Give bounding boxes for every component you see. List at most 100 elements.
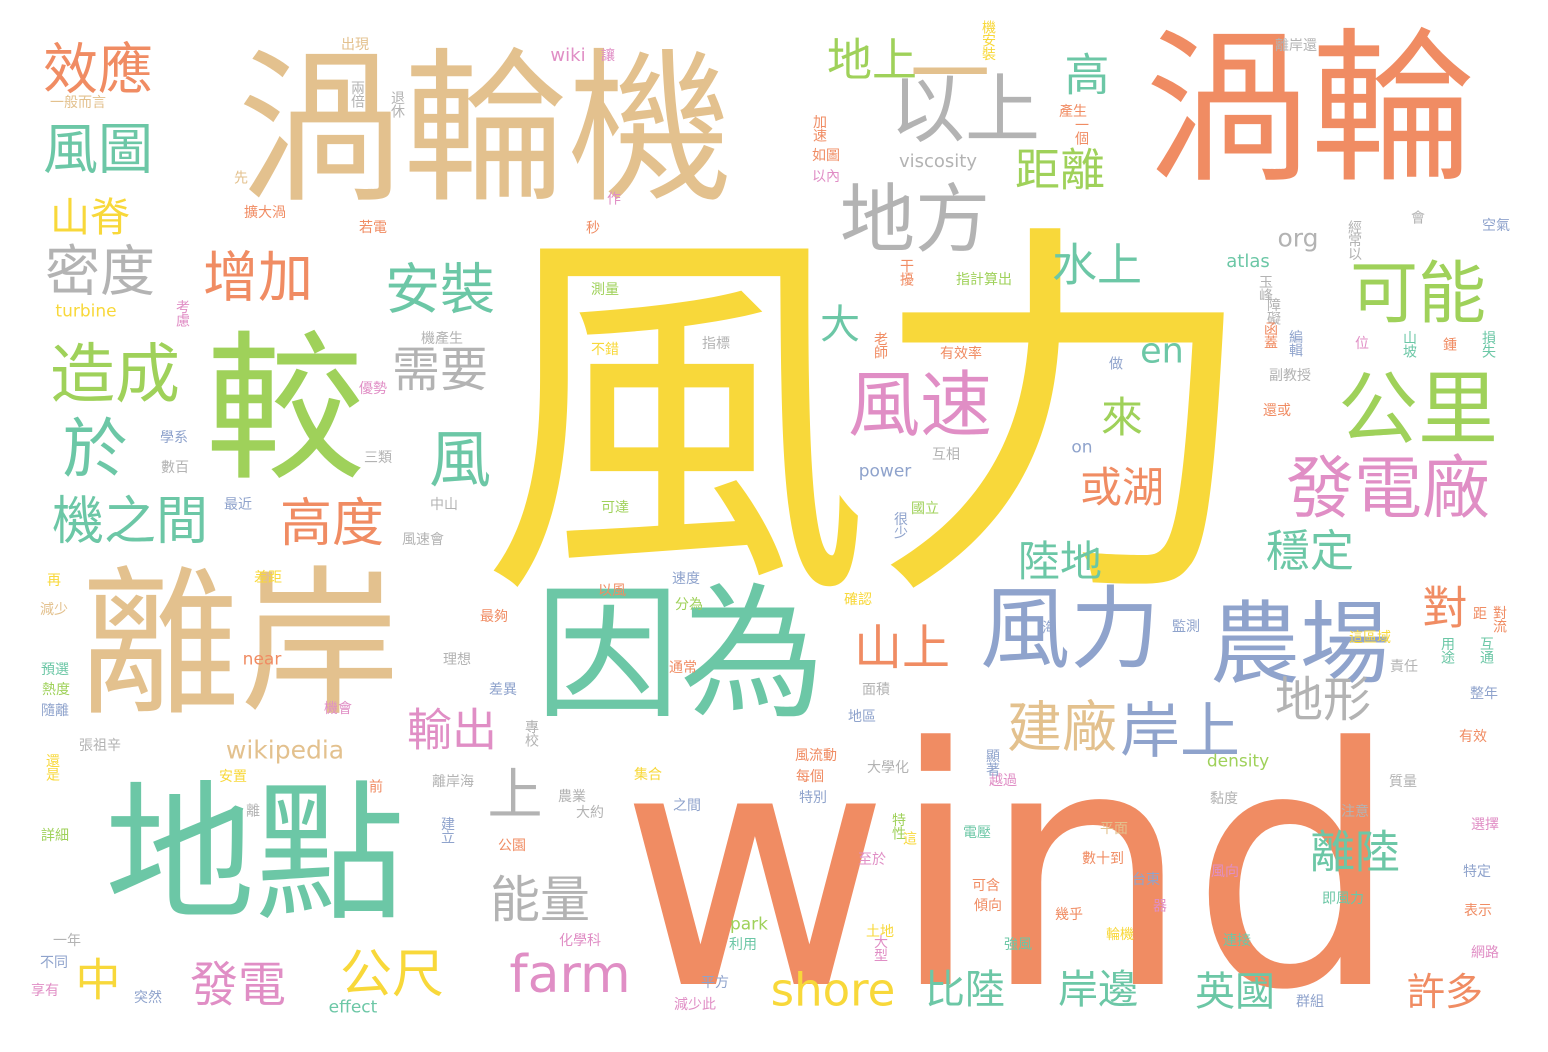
- word-103: 很少: [892, 511, 908, 539]
- word-43: 輸出: [406, 703, 498, 757]
- word-93: 學系: [160, 430, 188, 446]
- word-176: 有效: [1459, 729, 1487, 745]
- word-196: 空氣: [1482, 218, 1510, 234]
- word-164: 強風: [1004, 937, 1032, 953]
- word-42: 建廠: [1006, 695, 1118, 760]
- word-24: 於: [62, 412, 128, 488]
- word-111: 理想: [443, 652, 471, 668]
- word-86: 機產生: [421, 331, 463, 347]
- word-124: 前: [367, 779, 383, 793]
- word-127: 大約: [576, 805, 604, 821]
- word-117: 機會: [324, 701, 352, 717]
- word-112: 通常: [669, 660, 697, 676]
- word-94: 三類: [364, 450, 392, 466]
- word-17: 造成: [49, 337, 181, 413]
- word-57: wikipedia: [225, 735, 345, 765]
- word-50: 公尺: [339, 945, 445, 1005]
- word-122: 專校: [523, 719, 539, 747]
- word-125: 離: [244, 803, 260, 817]
- word-2: 渦輪機: [237, 33, 733, 226]
- word-139: 大型: [872, 934, 888, 962]
- word-189: 鍾: [1441, 337, 1457, 351]
- word-159: 傾向: [974, 898, 1002, 914]
- word-68: wiki: [550, 45, 586, 66]
- word-178: 責任: [1390, 659, 1418, 675]
- word-1: wind: [619, 678, 1401, 1052]
- word-49: 發電: [189, 957, 287, 1013]
- word-23: 安裝: [384, 257, 496, 322]
- word-0: 風力: [480, 193, 1260, 647]
- word-40: 岸上: [1120, 697, 1240, 767]
- word-35: 來: [1100, 393, 1144, 442]
- word-170: 注意: [1341, 804, 1369, 820]
- word-126: 農業: [558, 789, 586, 805]
- word-115: 差異: [489, 682, 517, 698]
- word-136: 平方: [701, 975, 729, 991]
- word-80: 秒: [584, 220, 600, 234]
- word-173: 特定: [1463, 864, 1491, 880]
- word-157: 數十到: [1082, 851, 1124, 867]
- word-193: 玉峰: [1257, 274, 1273, 302]
- word-184: 還或: [1263, 403, 1291, 419]
- word-172: 選擇: [1471, 817, 1499, 833]
- word-199: 機安裝: [980, 20, 996, 60]
- word-134: 享有: [31, 983, 59, 999]
- word-154: 海: [1040, 620, 1056, 634]
- word-11: 以上: [889, 65, 1041, 154]
- word-14: 發電廠: [1285, 450, 1491, 529]
- word-200: 離岸還: [1275, 38, 1317, 54]
- word-8: 風力: [980, 577, 1160, 682]
- word-165: 連接: [1223, 933, 1251, 949]
- word-66: effect: [328, 997, 378, 1018]
- word-194: 經常以: [1346, 220, 1362, 260]
- word-187: 位: [1355, 336, 1369, 352]
- word-38: 穩定: [1266, 526, 1354, 577]
- word-33: 大: [820, 302, 860, 348]
- word-121: 離岸海: [432, 774, 474, 790]
- word-7: 地點: [104, 768, 406, 942]
- word-177: 整年: [1470, 686, 1498, 702]
- word-58: org: [1277, 223, 1319, 253]
- word-119: 還是: [44, 753, 60, 781]
- word-186: 編輯: [1287, 329, 1303, 357]
- word-69: 讓: [601, 48, 615, 64]
- word-148: 面積: [862, 682, 890, 698]
- word-27: 高度: [279, 494, 385, 554]
- word-191: 障礙: [1265, 297, 1281, 325]
- word-133: 不同: [40, 955, 68, 971]
- word-16: 可能: [1349, 255, 1487, 334]
- word-12: 地方: [839, 175, 991, 264]
- word-4: 較: [204, 316, 366, 503]
- word-166: 風向: [1211, 864, 1239, 880]
- word-182: 用途: [1439, 636, 1455, 664]
- word-30: 高: [1064, 48, 1110, 102]
- word-156: 平面: [1100, 821, 1128, 837]
- word-78: 擴大渦: [244, 205, 286, 221]
- word-108: 分為: [675, 597, 703, 613]
- word-67: on: [1071, 437, 1093, 458]
- word-74: 加速: [811, 114, 827, 142]
- word-45: 能量: [490, 871, 590, 929]
- word-71: 一般而言: [50, 95, 106, 111]
- word-76: 以內: [812, 169, 840, 185]
- word-114: 熱度: [42, 682, 70, 698]
- word-21: 密度: [44, 239, 156, 304]
- word-152: 越過: [989, 773, 1017, 789]
- word-118: 張祖辛: [79, 738, 121, 754]
- word-174: 表示: [1464, 903, 1492, 919]
- word-28: 需要: [391, 342, 489, 398]
- word-145: 風流動: [795, 748, 837, 764]
- word-175: 網路: [1471, 945, 1499, 961]
- word-167: 即風力: [1322, 891, 1364, 907]
- word-77: 先: [232, 170, 248, 184]
- word-32: 水上: [1051, 238, 1143, 292]
- word-131: 化學科: [559, 933, 601, 949]
- word-195: 會: [1409, 210, 1425, 224]
- word-87: 不錯: [591, 342, 619, 358]
- word-185: 副教授: [1269, 368, 1311, 384]
- word-113: 預選: [41, 662, 69, 678]
- word-107: 速度: [672, 571, 700, 587]
- word-101: 減少: [40, 602, 68, 618]
- word-198: 產生: [1059, 104, 1087, 120]
